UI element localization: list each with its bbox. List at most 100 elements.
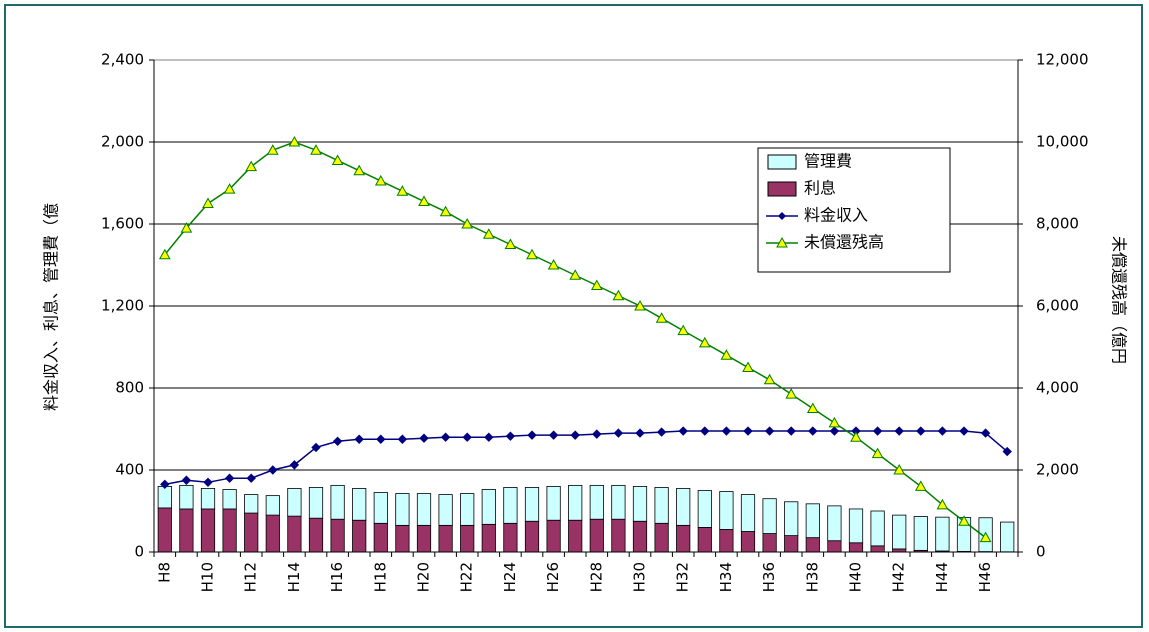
bar-interest — [848, 542, 864, 553]
balance-point — [785, 388, 798, 399]
revenue-point — [419, 433, 429, 443]
revenue-point — [700, 426, 710, 436]
revenue-point — [916, 426, 926, 436]
bar-management — [935, 516, 950, 552]
bar-interest — [395, 524, 410, 553]
balance-point — [180, 222, 193, 233]
bar-management — [308, 487, 324, 519]
bar-interest — [762, 533, 777, 553]
x-tick-label: H44 — [933, 562, 951, 592]
balance-point — [612, 289, 625, 301]
bar-interest — [503, 522, 518, 553]
revenue-point — [980, 428, 991, 438]
balance-point — [288, 135, 301, 147]
legend-label-revenue: 料金収入 — [804, 206, 868, 225]
revenue-point — [872, 426, 883, 436]
bar-management — [481, 489, 496, 525]
left-axis-ticks: 0 400 800 1,200 1,600 2,000 2,400 — [101, 51, 144, 561]
x-tick-label: H22 — [458, 562, 476, 592]
legend-marker-balance — [776, 236, 788, 248]
bar-management — [352, 488, 367, 521]
bar-interest — [546, 519, 561, 553]
bar-interest — [719, 529, 734, 553]
left-tick-label: 0 — [134, 543, 144, 561]
marker-layer — [158, 135, 1012, 543]
balance-point — [634, 299, 646, 311]
bar-interest — [244, 512, 259, 553]
revenue-point — [937, 426, 948, 436]
revenue-point — [764, 426, 775, 436]
revenue-point — [656, 427, 667, 437]
x-tick-label: H8 — [155, 562, 173, 583]
balance-point — [590, 279, 603, 290]
x-tick-label: H34 — [717, 562, 735, 592]
bar-interest — [870, 545, 885, 553]
left-tick-label: 2,400 — [101, 51, 144, 69]
axis-layer — [149, 59, 1023, 557]
balance-point — [331, 154, 344, 165]
balance-point — [893, 463, 906, 475]
revenue-point — [721, 426, 732, 436]
right-tick-label: 12,000 — [1036, 51, 1089, 69]
x-tick-label: H18 — [371, 562, 389, 592]
revenue-point — [268, 465, 278, 475]
x-tick-label: H14 — [285, 562, 303, 592]
x-tick-label: H32 — [674, 562, 692, 592]
right-tick-label: 8,000 — [1036, 215, 1079, 233]
left-tick-label: 400 — [115, 461, 144, 479]
x-tick-label: H38 — [803, 562, 821, 592]
balance-point — [742, 361, 754, 372]
balance-point — [763, 373, 776, 385]
left-axis-title: 料金収入、利息、管理費（億 — [42, 203, 61, 411]
bar-interest — [460, 524, 475, 553]
legend-swatch-management — [767, 154, 797, 170]
bar-interest — [676, 524, 691, 553]
bar-management — [805, 503, 820, 539]
right-tick-label: 4,000 — [1036, 379, 1079, 397]
revenue-point — [894, 426, 904, 436]
revenue-point — [246, 473, 256, 483]
x-tick-label: H12 — [242, 562, 260, 592]
revenue-point — [484, 432, 494, 442]
revenue-point — [786, 426, 796, 436]
balance-point — [504, 238, 517, 249]
revenue-point — [203, 477, 213, 488]
revenue-point — [376, 434, 386, 444]
balance-point — [569, 269, 582, 280]
bar-interest — [179, 508, 194, 553]
bar-management — [697, 490, 712, 528]
bar-management — [676, 488, 691, 526]
bar-interest — [589, 518, 604, 553]
bar-management — [222, 489, 237, 510]
revenue-point — [1002, 446, 1012, 457]
right-tick-label: 2,000 — [1036, 461, 1079, 479]
revenue-point — [959, 426, 969, 436]
revenue-point — [354, 434, 364, 444]
x-tick-label: H40 — [847, 562, 865, 592]
bar-management — [244, 494, 259, 514]
x-tick-label: H46 — [976, 562, 994, 592]
revenue-point — [808, 426, 818, 436]
balance-point — [396, 185, 409, 196]
balance-point — [158, 248, 171, 260]
x-tick-label: H10 — [199, 562, 217, 592]
left-tick-label: 2,000 — [101, 133, 144, 151]
balance-point — [806, 402, 819, 413]
x-tick-label: H24 — [501, 562, 519, 592]
revenue-point — [829, 426, 840, 436]
bar-interest — [416, 524, 432, 553]
balance-point — [698, 336, 711, 348]
balance-point — [547, 258, 560, 270]
balance-point — [245, 160, 258, 172]
bar-management — [438, 494, 453, 526]
bar-interest — [740, 531, 756, 553]
balance-point — [202, 197, 214, 208]
balance-point — [850, 431, 862, 442]
legend-swatch-interest — [767, 181, 797, 197]
x-axis-ticks: H8 H10 H12 H14 H16 H18 H20 H22 H24 H26 H28 H30 H32 H3… — [155, 562, 994, 592]
balance-point — [655, 312, 668, 323]
bar-interest — [481, 523, 496, 553]
bar-interest — [373, 522, 388, 553]
balance-point — [482, 228, 495, 239]
